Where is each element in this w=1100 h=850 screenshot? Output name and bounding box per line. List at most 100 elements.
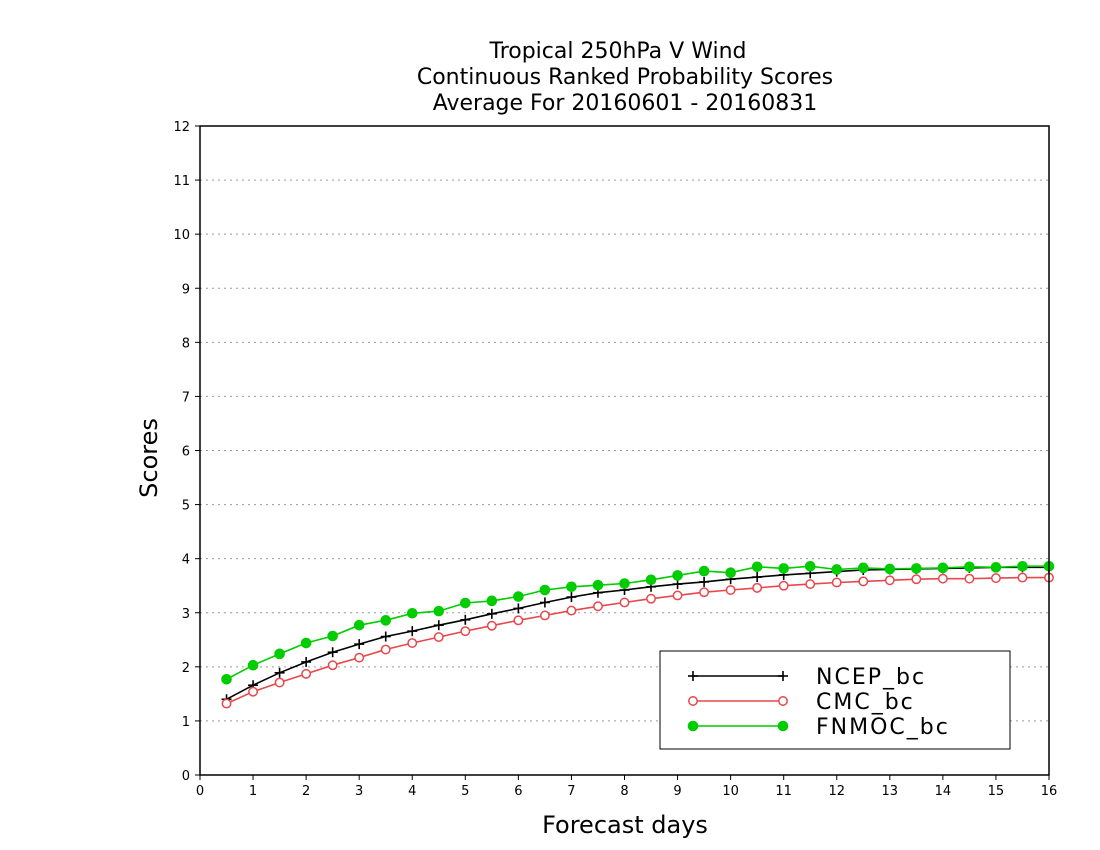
x-axis-label: Forecast days [542, 811, 708, 839]
x-tick-label: 2 [302, 784, 310, 799]
point-fnmoc-bc [433, 605, 445, 617]
x-tick-label: 1 [249, 784, 257, 799]
y-tick-label: 0 [182, 769, 190, 784]
series-cmc-bc [221, 572, 1054, 709]
y-tick-label: 8 [182, 336, 190, 351]
point-cmc-bc [221, 698, 232, 709]
x-tick-label: 14 [935, 784, 952, 799]
y-tick-label: 11 [173, 174, 190, 189]
point-cmc-bc [248, 686, 259, 697]
point-cmc-bc [778, 580, 789, 591]
x-tick-label: 15 [988, 784, 1005, 799]
point-cmc-bc [566, 605, 577, 616]
point-fnmoc-bc [645, 574, 657, 586]
point-cmc-bc [407, 638, 418, 648]
legend-marker-end [778, 696, 788, 706]
x-tick-label: 0 [196, 784, 204, 799]
point-fnmoc-bc [327, 630, 338, 642]
point-fnmoc-bc [592, 579, 604, 591]
y-tick-label: 1 [182, 715, 190, 730]
point-fnmoc-bc [380, 615, 392, 626]
legend-item-cmc-bc: CMC_bc [688, 690, 915, 715]
point-cmc-bc [911, 574, 922, 585]
point-cmc-bc [433, 632, 444, 643]
point-fnmoc-bc [857, 562, 869, 574]
point-cmc-bc [858, 576, 869, 587]
point-fnmoc-bc [990, 562, 1002, 573]
y-tick-label: 2 [182, 661, 190, 676]
legend-label: CMC_bc [816, 690, 915, 715]
point-fnmoc-bc [911, 563, 922, 574]
point-cmc-bc [646, 593, 656, 604]
point-fnmoc-bc [725, 567, 736, 579]
y-tick-label: 10 [173, 228, 190, 243]
point-fnmoc-bc [937, 562, 949, 574]
point-cmc-bc [937, 573, 948, 584]
y-tick-label: 12 [173, 120, 190, 135]
point-fnmoc-bc [831, 564, 843, 575]
point-cmc-bc [380, 644, 391, 655]
point-fnmoc-bc [513, 591, 524, 602]
gridlines [200, 179, 1049, 722]
point-cmc-bc [593, 601, 603, 612]
x-tick-label: 16 [1041, 784, 1058, 799]
point-cmc-bc [672, 590, 683, 601]
x-tick-label: 7 [567, 784, 575, 799]
point-fnmoc-bc [460, 597, 471, 609]
y-axis-label: Scores [135, 418, 163, 498]
point-fnmoc-bc [751, 561, 763, 573]
x-tick-label: 11 [775, 784, 792, 799]
point-fnmoc-bc [300, 637, 312, 649]
title-line-2: Continuous Ranked Probability Scores [417, 65, 833, 90]
point-fnmoc-bc [804, 560, 816, 572]
point-cmc-bc [301, 668, 312, 679]
point-fnmoc-bc [672, 570, 683, 581]
point-fnmoc-bc [566, 581, 577, 593]
point-cmc-bc [831, 577, 842, 588]
point-fnmoc-bc [486, 595, 498, 607]
point-cmc-bc [354, 652, 365, 663]
point-fnmoc-bc [353, 619, 365, 631]
point-fnmoc-bc [884, 563, 896, 575]
point-cmc-bc [513, 615, 524, 626]
legend-marker-end [777, 720, 789, 732]
x-tick-label: 8 [620, 784, 628, 799]
x-tick-label: 3 [355, 784, 363, 799]
point-cmc-bc [274, 677, 285, 688]
point-cmc-bc [699, 587, 710, 598]
point-fnmoc-bc [406, 607, 418, 619]
y-tick-label: 7 [182, 390, 190, 405]
y-tick-label: 6 [182, 445, 190, 460]
point-fnmoc-bc [274, 648, 285, 660]
point-fnmoc-bc [539, 584, 551, 596]
y-tick-label: 5 [182, 499, 190, 514]
x-axis-ticks: 0 1 2 3 4 5 6 7 8 9 10 11 12 13 14 15 16 [196, 775, 1057, 799]
point-cmc-bc [460, 626, 471, 637]
point-fnmoc-bc [964, 561, 975, 573]
point-cmc-bc [752, 582, 763, 593]
x-tick-label: 6 [514, 784, 522, 799]
y-tick-label: 4 [182, 553, 190, 568]
point-fnmoc-bc [619, 578, 630, 589]
point-fnmoc-bc [247, 659, 259, 671]
plot-frame [199, 125, 1050, 776]
point-cmc-bc [725, 585, 736, 595]
legend-label: NCEP_bc [816, 665, 926, 690]
series-group [221, 560, 1055, 709]
point-cmc-bc [539, 610, 550, 621]
legend-item-ncep-bc: NCEP_bc [688, 665, 926, 690]
legend-box [659, 650, 1011, 750]
legend-marker-start [688, 696, 698, 706]
x-tick-label: 4 [408, 784, 416, 799]
y-tick-label: 9 [182, 282, 190, 297]
legend-marker-start [687, 720, 699, 732]
x-tick-label: 10 [722, 784, 739, 799]
y-tick-label: 3 [182, 607, 190, 622]
point-cmc-bc [805, 579, 816, 590]
point-fnmoc-bc [778, 563, 789, 574]
point-cmc-bc [1017, 572, 1028, 583]
point-fnmoc-bc [698, 565, 710, 577]
